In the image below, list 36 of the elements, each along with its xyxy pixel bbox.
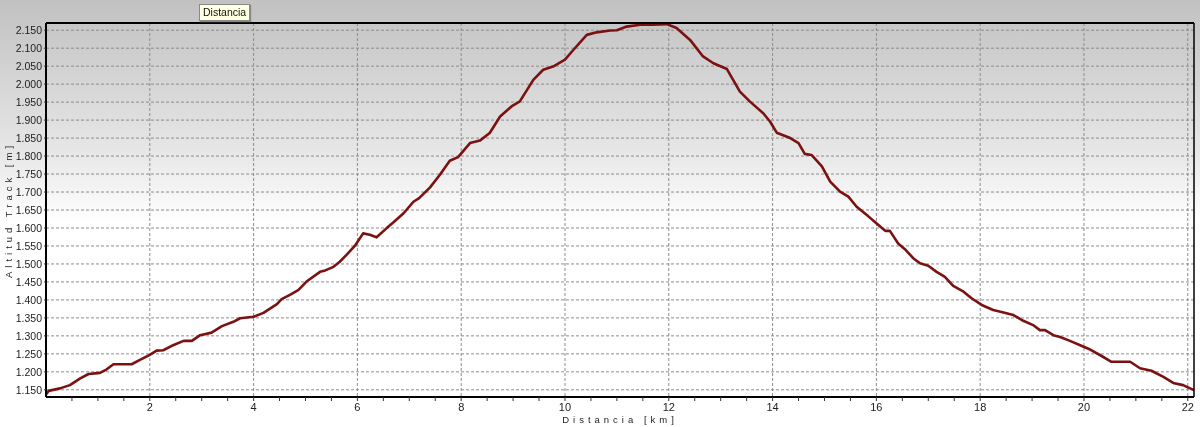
x-axis-title: Distancia [km] [562, 414, 678, 425]
x-tick-label: 16 [870, 400, 883, 413]
x-tick-label: 18 [974, 400, 987, 413]
y-tick-label: 2.050 [15, 59, 43, 72]
y-tick-label: 1.500 [15, 257, 43, 270]
x-tick-label: 12 [662, 400, 675, 413]
x-tick-label: 14 [766, 400, 779, 413]
y-tick-label: 1.750 [15, 167, 43, 180]
x-tick-label: 20 [1077, 400, 1091, 413]
tooltip: Distancia [199, 4, 251, 21]
x-tick-label: 22 [1181, 400, 1194, 413]
x-tick-label: 8 [458, 400, 465, 413]
y-tick-label: 1.800 [15, 149, 43, 162]
y-tick-label: 1.350 [15, 311, 43, 324]
y-tick-label: 2.100 [15, 41, 43, 54]
x-tick-label: 4 [250, 400, 257, 413]
y-tick-label: 1.700 [15, 185, 43, 198]
x-tick-label: 6 [354, 400, 361, 413]
y-tick-label: 1.150 [15, 383, 43, 396]
y-tick-label: 1.450 [15, 275, 43, 288]
x-tick-label: 2 [146, 400, 153, 413]
x-tick-label: 10 [558, 400, 572, 413]
y-tick-label: 1.300 [15, 329, 43, 342]
y-tick-label: 1.550 [15, 239, 43, 252]
y-tick-label: 1.950 [15, 95, 43, 108]
y-tick-label: 1.400 [15, 293, 43, 306]
y-axis-title: Altitud Track [m] [2, 141, 14, 279]
y-tick-label: 1.250 [15, 347, 43, 360]
y-tick-label: 2.150 [15, 23, 43, 36]
y-tick-label: 1.650 [15, 203, 43, 216]
y-tick-label: 2.000 [15, 77, 43, 90]
y-tick-label: 1.600 [15, 221, 43, 234]
y-tick-label: 1.200 [15, 365, 43, 378]
line-series [46, 23, 1194, 396]
y-tick-label: 1.850 [15, 131, 43, 144]
y-tick-label: 1.900 [15, 113, 43, 126]
